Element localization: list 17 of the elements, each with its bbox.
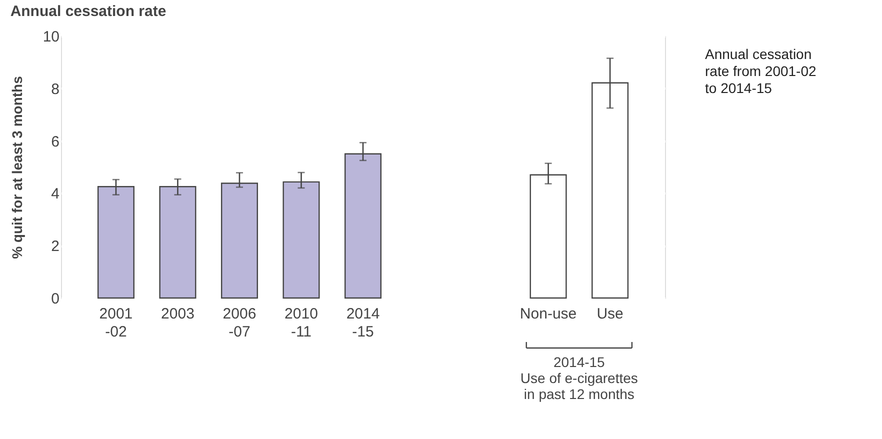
x-tick-label: 2010 -11 <box>284 306 318 340</box>
y-axis-title: % quit for at least 3 months <box>8 76 25 259</box>
y-tick-label: 6 <box>51 133 60 150</box>
x-tick-label: 2014 -15 <box>346 306 380 340</box>
chart-title: Annual cessation rate <box>10 3 166 20</box>
y-tick-label: 4 <box>51 186 60 203</box>
x-tick-label: 2001 -02 <box>99 306 133 340</box>
y-tick-label: 2 <box>51 238 60 256</box>
y-tick-label: 0 <box>51 290 60 308</box>
x-tick-label: Non-use <box>520 306 577 322</box>
y-tick-label: 8 <box>51 80 60 98</box>
x-tick-label: 2003 <box>161 306 194 322</box>
text: Annual cessation rate from 2001-02 to 2014-15 <box>705 46 816 96</box>
y-tick-label: 10 <box>42 28 60 46</box>
x-tick-label: 2006 -07 <box>222 306 256 340</box>
text: 2014-15 Use of e-cigarettes in past 12 months <box>520 354 638 402</box>
x-tick-label: Use <box>596 306 624 322</box>
